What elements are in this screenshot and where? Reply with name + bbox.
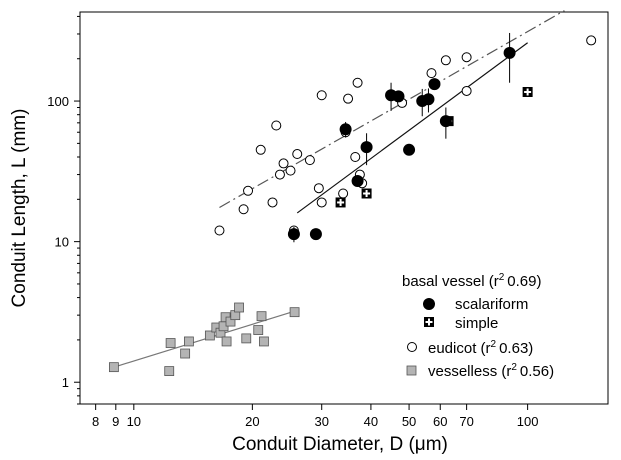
regression-lines [113,10,565,368]
scalariform-point [287,228,300,241]
scalariform-point [403,143,416,156]
data-points [108,32,597,376]
eudicot-point [304,155,315,166]
legend: basal vessel (r2 0.69) scalariform simple… [402,272,554,380]
axis-ticks: 8 9 10 20 30 40 50 60 70 100 1 10 100 [47,15,539,429]
vesselless-point [241,333,252,344]
plot-area [79,11,609,405]
simple-point [361,188,372,199]
legend-simple-label: simple [455,315,498,332]
x-tick-label: 40 [364,414,378,429]
eudicot-point [316,90,327,101]
eudicot-point [238,204,249,215]
scalariform-point [339,123,352,136]
legend-vesselless-marker [406,365,417,376]
eudicot-point [274,169,285,180]
y-axis-label: Conduit Length, L (mm) [9,109,30,308]
legend-eudicot-marker [407,342,417,352]
legend-scalariform-marker [423,298,435,310]
scalariform-point [439,115,452,128]
x-tick-label: 60 [433,414,447,429]
eudicot-point [278,158,289,169]
legend-scalariform-label: scalariform [455,296,528,313]
x-tick-label: 100 [517,414,539,429]
fit-line-eudicot [219,10,565,208]
vesselless-point [289,307,300,318]
x-tick-label: 9 [112,414,119,429]
eudicot-point [267,197,278,208]
simple-point-cross-h [363,192,371,195]
eudicot-point [586,35,597,46]
scalariform-point [422,93,435,106]
legend-vesselless-label: vesselless (r2 0.56) [428,362,554,380]
y-tick-label: 10 [55,235,69,250]
plot-border [79,11,609,405]
x-tick-label: 20 [245,414,259,429]
vesselless-point [256,311,267,322]
eudicot-point [338,188,349,199]
eudicot-point [350,151,361,162]
simple-point [522,86,533,97]
eudicot-point [214,225,225,236]
x-tick-label: 30 [314,414,328,429]
eudicot-point [316,197,327,208]
vesselless-point [253,325,264,335]
simple-point [335,197,346,208]
eudicot-point [352,77,363,88]
scalariform-point [503,46,516,59]
vesselless-point [184,336,194,347]
vesselless-point [165,338,176,348]
scalariform-point [428,78,441,91]
legend-simple-marker [424,317,434,327]
eudicot-point [426,68,437,79]
vesselless-point [180,348,191,359]
x-tick-label: 10 [127,414,141,429]
vesselless-point [164,366,175,376]
vesselless-point [204,330,215,341]
legend-header: basal vessel (r2 0.69) [402,272,541,290]
legend-eudicot-label: eudicot (r2 0.63) [428,339,533,357]
scalariform-point [351,174,364,187]
eudicot-point [271,120,282,131]
eudicot-point [255,144,266,155]
eudicot-point [285,165,296,176]
eudicot-point [313,183,324,194]
x-tick-label: 70 [459,414,473,429]
simple-point-cross-h [524,90,532,93]
eudicot-point [440,55,451,66]
scalariform-point [392,90,405,103]
scalariform-point [309,228,322,241]
y-tick-label: 100 [47,94,69,109]
eudicot-point [461,52,472,63]
simple-point-cross-h [337,201,345,204]
eudicot-point [292,149,303,160]
x-axis-label: Conduit Diameter, D (μm) [232,434,448,455]
eudicot-point [343,93,354,104]
scalariform-point [360,141,373,154]
vesselless-point [221,336,232,347]
y-tick-label: 1 [62,375,69,390]
eudicot-point [461,85,472,96]
fit-line-basal-vessel [296,42,528,214]
vesselless-point [259,336,269,347]
eudicot-point [243,185,254,196]
vesselless-point [108,362,119,373]
vesselless-point [234,302,244,313]
x-tick-label: 50 [402,414,416,429]
x-tick-label: 8 [92,414,99,429]
